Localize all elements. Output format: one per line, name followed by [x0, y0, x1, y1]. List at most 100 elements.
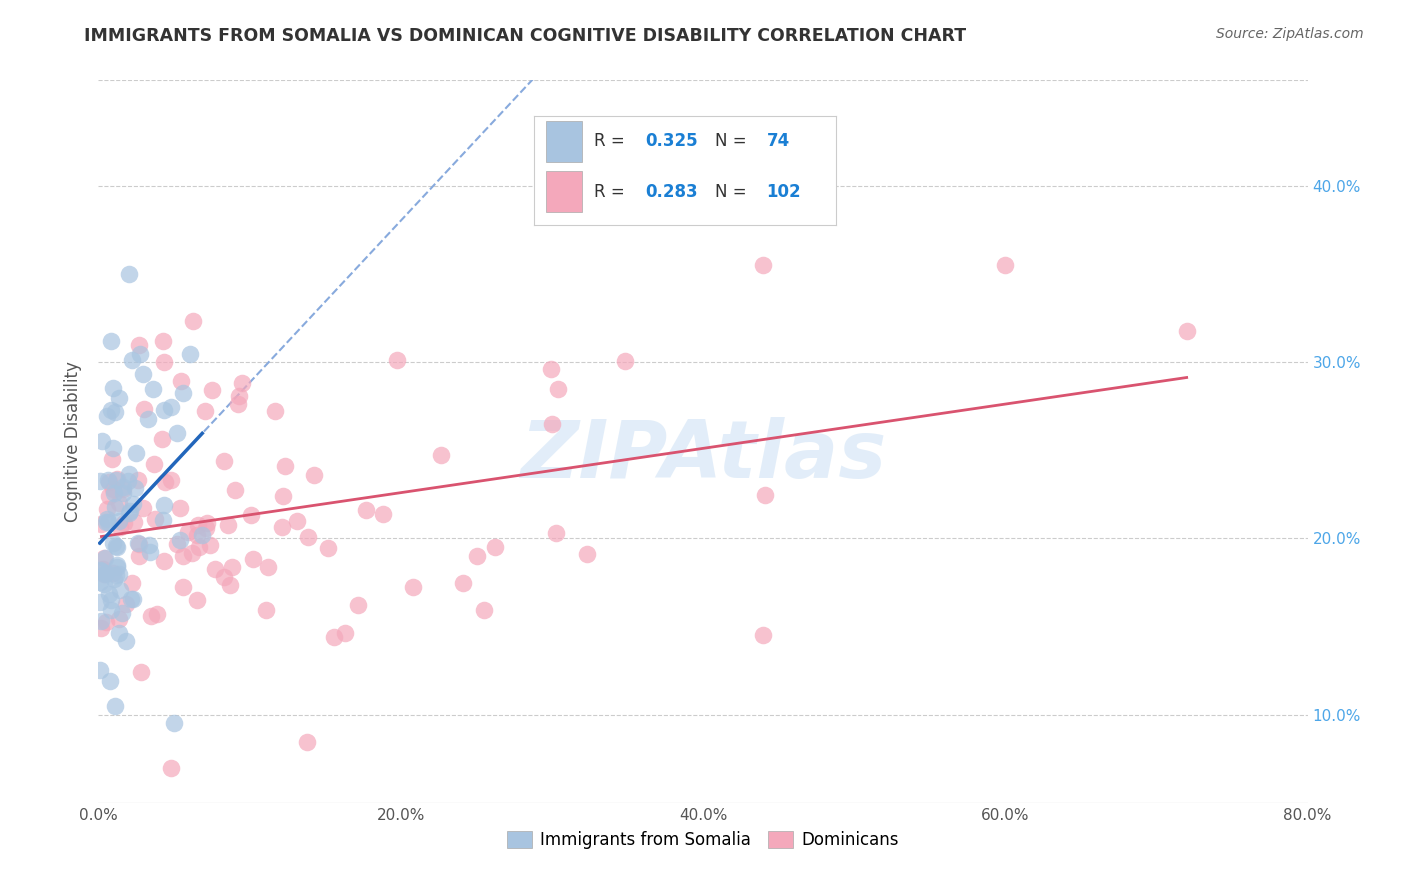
Point [198, 538, 221, 552]
Point [132, 401, 155, 416]
Point [752, 628, 775, 642]
Point [472, 603, 495, 617]
Point [98, 489, 121, 503]
Point [89, 664, 111, 678]
Point [103, 482, 125, 496]
Point [108, 496, 131, 510]
Point [105, 558, 128, 573]
Point [333, 625, 356, 640]
Point [105, 560, 128, 574]
Y-axis label: Cognitive Disability: Cognitive Disability [65, 361, 83, 522]
Point [430, 448, 453, 462]
Point [197, 516, 219, 530]
Point [97, 473, 120, 487]
Point [128, 537, 150, 551]
Point [91, 434, 114, 448]
Point [122, 592, 145, 607]
Point [544, 526, 567, 541]
Point [132, 367, 155, 381]
Point [89, 595, 111, 609]
Point [181, 546, 204, 560]
Point [1175, 324, 1198, 338]
Point [231, 376, 253, 390]
Point [108, 582, 131, 597]
Point [153, 354, 176, 368]
Point [90, 564, 112, 578]
Point [163, 716, 186, 731]
Point [138, 538, 160, 552]
Point [125, 446, 148, 460]
Point [117, 467, 139, 482]
Point [89, 474, 111, 488]
Point [112, 516, 135, 531]
Point [94, 566, 117, 581]
Point [105, 472, 128, 486]
Point [191, 527, 214, 541]
Point [169, 375, 191, 389]
Point [212, 453, 235, 467]
Point [166, 537, 188, 551]
Point [90, 621, 112, 635]
Point [114, 634, 136, 648]
Point [194, 521, 217, 535]
Point [104, 500, 127, 514]
Text: ZIPAtlas: ZIPAtlas [520, 417, 886, 495]
Point [94, 515, 117, 529]
Point [143, 458, 166, 472]
Point [115, 597, 138, 611]
Point [187, 540, 209, 554]
Point [150, 432, 173, 446]
Point [100, 402, 122, 417]
Point [121, 576, 143, 591]
Point [228, 397, 250, 411]
Point [575, 547, 598, 561]
Point [104, 567, 127, 582]
Point [994, 258, 1017, 272]
Point [274, 459, 297, 474]
Point [172, 580, 194, 594]
Point [128, 549, 150, 564]
Point [754, 488, 776, 502]
Point [323, 630, 346, 644]
Point [97, 587, 120, 601]
Text: IMMIGRANTS FROM SOMALIA VS DOMINICAN COGNITIVE DISABILITY CORRELATION CHART: IMMIGRANTS FROM SOMALIA VS DOMINICAN COG… [84, 27, 966, 45]
Point [264, 404, 287, 418]
Point [104, 698, 127, 713]
Point [402, 580, 425, 594]
Point [153, 475, 176, 490]
Point [187, 517, 209, 532]
Point [122, 497, 145, 511]
Point [285, 514, 308, 528]
Point [129, 665, 152, 679]
Point [97, 515, 120, 529]
Point [122, 516, 145, 530]
Point [547, 382, 569, 396]
Point [186, 528, 208, 542]
Point [160, 400, 183, 414]
Point [112, 482, 135, 496]
Point [169, 501, 191, 516]
Point [152, 513, 174, 527]
Point [91, 562, 114, 576]
Point [90, 517, 112, 532]
Point [124, 481, 146, 495]
Point [465, 549, 488, 563]
Point [271, 520, 294, 534]
Point [96, 409, 118, 424]
Point [142, 382, 165, 396]
Point [242, 551, 264, 566]
Point [128, 347, 150, 361]
Point [89, 563, 111, 577]
Point [94, 615, 117, 630]
Point [221, 560, 243, 574]
Point [219, 578, 242, 592]
Point [98, 674, 121, 689]
Point [346, 598, 368, 612]
Point [103, 572, 125, 586]
Point [108, 626, 131, 640]
Point [128, 338, 150, 352]
Point [152, 498, 174, 512]
Point [118, 267, 141, 281]
Point [217, 517, 239, 532]
Point [118, 504, 141, 518]
